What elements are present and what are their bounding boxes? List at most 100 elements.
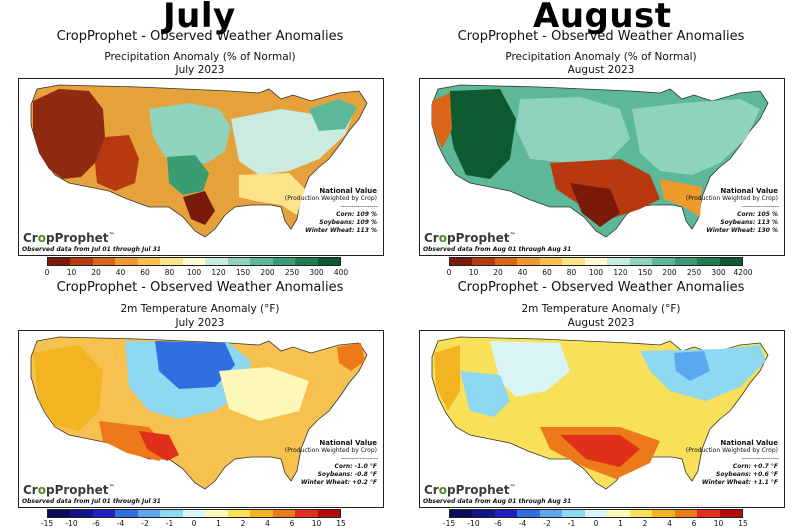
colorbar-segment: [295, 258, 318, 265]
colorbar-segment: [250, 510, 273, 517]
colorbar-segment: [115, 258, 138, 265]
temp-title-left: 2m Temperature Anomaly (°F): [120, 303, 280, 315]
colorbar-segment: [92, 510, 116, 517]
colorbar-segment: [295, 510, 318, 517]
temp-ticks-right: -15 -10 -6 -4 -2 -1 0 1 2 4 6 10 15: [443, 519, 748, 529]
logo-tm: ™: [108, 484, 115, 491]
temp-ticks-left: -15 -10 -6 -4 -2 -1 0 1 2 4 6 10 15: [41, 519, 346, 529]
colorbar-tick-label: 6: [691, 519, 697, 528]
colorbar-tick-label: -4: [518, 519, 527, 528]
national-value-corn: Corn: -1.0 °F: [334, 463, 377, 470]
temp-cool-west-right: [460, 371, 510, 417]
logo-text-b: pProphet: [446, 483, 510, 497]
temp-header-right: CropProphet - Observed Weather Anomalies: [457, 280, 745, 295]
colorbar-tick-label: 250: [284, 268, 300, 277]
temp-warm-ne-left: [337, 343, 365, 371]
colorbar-tick-label: 1: [216, 519, 221, 528]
national-value-corn: Corn: 109 %: [336, 211, 377, 218]
national-value-soybeans: Soybeans: +0.6 °F: [716, 471, 778, 478]
precip-header-right: CropProphet - Observed Weather Anomalies: [457, 29, 745, 44]
temp-header-left: CropProphet - Observed Weather Anomalies: [56, 280, 344, 295]
colorbar-segment: [584, 510, 608, 517]
temp-map-svg-right: [431, 336, 769, 490]
colorbar-tick-label: 100: [186, 268, 202, 277]
colorbar-segment: [48, 510, 71, 517]
precip-map-svg-left: [30, 84, 368, 238]
colorbar-tick-label: 1: [618, 519, 623, 528]
precip-southeast-left: [239, 173, 305, 215]
colorbar-tick-label: -10: [467, 519, 480, 528]
colorbar-tick-label: -15: [40, 519, 54, 528]
precip-wet-west-right: [448, 89, 516, 179]
national-value-title: National Value: [720, 439, 778, 447]
colorbar-segment: [317, 510, 341, 517]
national-value-right-precip: National Value (Production Weighted by C…: [686, 187, 779, 235]
temp-title-right: 2m Temperature Anomaly (°F): [521, 303, 681, 315]
colorbar-segment: [674, 258, 698, 265]
colorbar-segment: [539, 510, 563, 517]
logo-text-o: o: [438, 483, 447, 497]
colorbar-tick-label: 4: [667, 519, 672, 528]
colorbar-tick-label: 20: [493, 268, 503, 277]
colorbar-segment: [517, 258, 540, 265]
colorbar-tick-label: 300: [309, 268, 324, 277]
temp-map-right: CropProphet™ Observed data from Aug 01 t…: [419, 330, 785, 508]
national-value-subtitle: (Production Weighted by Crop): [284, 447, 377, 454]
colorbar-tick-label: -6: [494, 519, 502, 528]
precip-dry-texas-right: [570, 183, 620, 227]
colorbar-segment: [607, 510, 630, 517]
precip-map-right: CropProphet™ Observed data from Aug 01 t…: [419, 78, 785, 256]
colorbar-tick-label: 80: [164, 268, 175, 277]
national-value-subtitle: (Production Weighted by Crop): [284, 195, 377, 202]
colorbar-segment: [182, 510, 206, 517]
colorbar-segment: [450, 510, 473, 517]
colorbar-segment: [517, 510, 540, 517]
colorbar-tick-label: 60: [542, 268, 552, 277]
precip-east-right: [632, 99, 760, 175]
colorbar-segment: [160, 510, 183, 517]
colorbar-tick-label: -2: [141, 519, 149, 528]
logo-text-o: o: [438, 231, 447, 245]
colorbar-tick-label: 300: [711, 268, 726, 277]
colorbar-segment: [48, 258, 71, 265]
precip-southeast-dry-right: [660, 179, 702, 217]
national-value-title: National Value: [319, 439, 377, 447]
colorbar-tick-label: -2: [543, 519, 551, 528]
national-value-divider: - - - - - - - - - - - - - - - - - -: [340, 203, 378, 210]
precip-map-left: CropProphet™ Observed data from Jul 01 t…: [18, 78, 384, 256]
colorbar-segment: [719, 510, 743, 517]
precip-dry-sw-left: [95, 135, 139, 191]
logo-text-o: o: [37, 483, 46, 497]
colorbar-segment: [472, 258, 495, 265]
colorbar-segment: [652, 258, 675, 265]
colorbar-tick-label: 4200: [733, 268, 753, 277]
logo-text-o: o: [37, 231, 46, 245]
national-value-left-precip: National Value (Production Weighted by C…: [284, 187, 378, 235]
observed-note-left-precip: Observed data from Jul 01 through Jul 31: [22, 246, 161, 253]
colorbar-segment: [115, 510, 138, 517]
colorbar-tick-label: 10: [468, 268, 479, 277]
national-value-title: National Value: [319, 187, 377, 195]
temp-colorbar-left: [47, 509, 341, 518]
observed-note-left-temp: Observed data from Jul 01 through Jul 31: [22, 498, 161, 505]
logo-text-a: Cr: [23, 483, 38, 497]
national-value-winter-wheat: Winter Wheat: +0.2 °F: [300, 479, 377, 486]
colorbar-segment: [92, 258, 116, 265]
colorbar-segment: [272, 258, 296, 265]
colorbar-tick-label: 150: [235, 268, 251, 277]
colorbar-segment: [450, 258, 473, 265]
colorbar-segment: [227, 258, 251, 265]
logo-tm: ™: [509, 232, 516, 239]
observed-note-right-precip: Observed data from Aug 01 through Aug 31: [423, 246, 572, 253]
colorbar-tick-label: 0: [191, 519, 197, 528]
colorbar-tick-label: 2: [240, 519, 246, 528]
national-value-soybeans: Soybeans: 109 %: [319, 219, 377, 226]
national-value-corn: Corn: 105 %: [737, 211, 778, 218]
colorbar-tick-label: 60: [140, 268, 150, 277]
logo-text-a: Cr: [23, 231, 38, 245]
colorbar-tick-label: 0: [446, 268, 452, 277]
colorbar-tick-label: 120: [613, 268, 628, 277]
colorbar-segment: [137, 258, 161, 265]
colorbar-tick-label: 0: [44, 268, 50, 277]
logo-tm: ™: [509, 484, 516, 491]
